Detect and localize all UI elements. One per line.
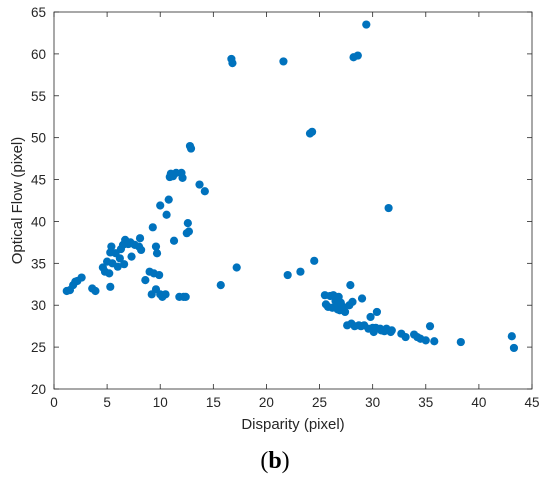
- data-point: [279, 57, 288, 66]
- data-point: [310, 256, 319, 265]
- data-point: [151, 242, 161, 251]
- data-point: [357, 294, 367, 303]
- data-point: [421, 336, 430, 345]
- data-point: [113, 262, 122, 271]
- data-point: [137, 245, 146, 255]
- data-point: [115, 254, 124, 263]
- data-point: [425, 322, 435, 331]
- data-point: [141, 275, 150, 285]
- x-tick-label: 35: [418, 395, 433, 410]
- x-tick-label: 5: [103, 395, 111, 410]
- y-tick-label: 40: [31, 214, 46, 229]
- data-point: [77, 273, 86, 282]
- data-point: [178, 173, 187, 182]
- data-point: [162, 210, 171, 219]
- scatter-chart: 0 5 10 15 20 25 30 35 40 45 20 25 30 35 40 45 50 55 60 65 D…: [9, 5, 540, 433]
- data-point: [296, 267, 305, 276]
- caption-close-paren: ): [281, 448, 290, 474]
- y-tick-label: 20: [31, 382, 46, 397]
- data-point: [120, 260, 129, 269]
- data-point: [169, 236, 179, 245]
- y-axis-label: Optical Flow (pixel): [9, 137, 26, 265]
- data-point: [135, 234, 145, 243]
- data-point: [186, 144, 196, 153]
- y-tick-label: 35: [31, 256, 46, 271]
- x-axis-label: Disparity (pixel): [241, 416, 344, 433]
- data-point: [509, 343, 519, 353]
- data-point: [127, 252, 136, 261]
- axes: 0 5 10 15 20 25 30 35 40 45 20 25 30 35 40 45 50 55 60 65: [31, 5, 540, 410]
- data-point: [232, 263, 241, 272]
- data-point: [148, 223, 157, 232]
- x-tick-label: 30: [365, 395, 380, 410]
- y-tick-label: 30: [31, 298, 46, 313]
- x-tick-label: 10: [153, 395, 168, 410]
- data-point: [195, 180, 204, 189]
- data-point: [228, 59, 237, 68]
- y-tick-label: 25: [31, 340, 46, 355]
- y-tick-label: 65: [31, 5, 46, 20]
- x-tick-label: 25: [312, 395, 327, 410]
- data-point: [340, 307, 350, 317]
- data-point: [156, 201, 165, 210]
- data-point: [155, 270, 164, 280]
- data-point: [200, 187, 209, 196]
- data-point: [456, 337, 465, 347]
- data-point: [183, 219, 192, 228]
- data-point: [161, 290, 170, 299]
- x-tick-label: 40: [471, 395, 486, 410]
- figure-caption: (b): [0, 448, 550, 475]
- y-tick-label: 55: [31, 89, 46, 104]
- data-point: [372, 307, 382, 317]
- data-point: [362, 20, 371, 29]
- x-tick-label: 20: [259, 395, 274, 410]
- caption-open-paren: (: [260, 448, 269, 474]
- data-point: [384, 203, 393, 213]
- data-point: [507, 332, 516, 341]
- data-point: [91, 286, 100, 296]
- data-point: [348, 297, 357, 306]
- x-tick-label: 0: [50, 395, 58, 410]
- x-tick-label: 45: [524, 395, 539, 410]
- data-point: [308, 127, 317, 136]
- data-point: [346, 281, 355, 290]
- data-points: [62, 20, 519, 353]
- data-point: [216, 281, 225, 290]
- data-point: [105, 269, 114, 278]
- data-point: [430, 337, 439, 346]
- plot-frame: [53, 11, 533, 390]
- data-point: [152, 249, 162, 258]
- caption-letter: b: [268, 448, 282, 474]
- data-point: [164, 195, 173, 204]
- data-point: [387, 326, 396, 335]
- data-point: [401, 332, 410, 342]
- data-point: [283, 270, 292, 280]
- data-point: [107, 242, 116, 251]
- data-point: [353, 51, 362, 60]
- data-point: [181, 292, 190, 301]
- data-point: [184, 227, 194, 236]
- x-tick-label: 15: [206, 395, 221, 410]
- data-point: [106, 282, 115, 291]
- y-tick-label: 60: [31, 47, 46, 62]
- data-point: [366, 312, 375, 322]
- y-tick-label: 45: [31, 173, 46, 188]
- y-tick-label: 50: [31, 131, 46, 146]
